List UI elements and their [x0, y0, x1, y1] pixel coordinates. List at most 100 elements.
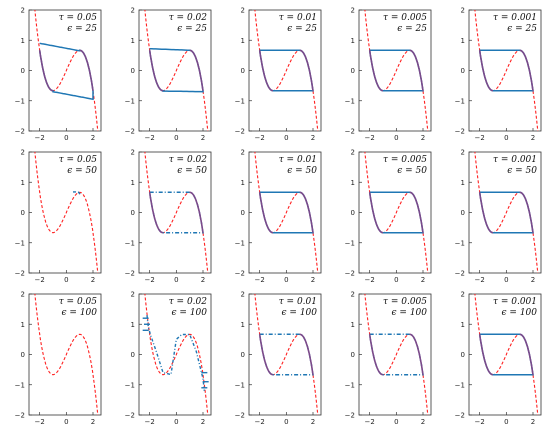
y-tick-label: 2: [461, 149, 465, 157]
cycle-branch-left: [258, 50, 274, 92]
x-tick-label: −2: [145, 418, 155, 426]
subplot-r2-c0: −2 −1 0 1 2 −2 0 2 τ = 0.05ϵ = 100: [15, 291, 102, 426]
tau-label: τ = 0.05: [59, 155, 98, 165]
x-tick-label: −2: [475, 134, 485, 142]
y-tick-label: −2: [345, 412, 355, 420]
y-tick-label: −2: [345, 128, 355, 136]
y-tick-label: 1: [131, 37, 135, 45]
y-tick-label: −2: [125, 270, 135, 278]
y-tick-label: 1: [461, 321, 465, 329]
epsilon-label: ϵ = 25: [287, 24, 317, 34]
y-tick-label: 2: [241, 149, 245, 157]
cycle-branch-right: [409, 49, 424, 91]
y-tick-label: −1: [15, 97, 25, 105]
cycle-branch-right: [409, 333, 424, 375]
x-tick-label: 2: [531, 418, 535, 426]
epsilon-label: ϵ = 50: [507, 166, 537, 176]
cycle-branch-right: [299, 191, 314, 233]
cycle-branch-left: [148, 192, 164, 234]
x-tick-label: −2: [475, 418, 485, 426]
subplot-r0-c0: −2 −1 0 1 2 −2 0 2 τ = 0.05ϵ = 25: [15, 7, 102, 142]
cycle-branch-left: [258, 192, 274, 234]
y-tick-label: −1: [345, 381, 355, 389]
x-tick-label: −2: [35, 276, 45, 284]
y-tick-label: 1: [21, 179, 25, 187]
y-tick-label: −2: [125, 412, 135, 420]
y-tick-label: 2: [131, 149, 135, 157]
cycle-branch-left: [148, 50, 164, 92]
x-tick-label: 2: [91, 418, 95, 426]
epsilon-label: ϵ = 100: [392, 308, 428, 318]
y-tick-label: 2: [131, 291, 135, 299]
y-tick-label: −1: [15, 239, 25, 247]
tau-label: τ = 0.005: [383, 13, 427, 23]
cycle-branch-right: [519, 49, 534, 91]
x-tick-label: 0: [394, 134, 398, 142]
y-tick-label: 2: [351, 291, 355, 299]
x-tick-label: −2: [145, 276, 155, 284]
y-tick-label: −1: [235, 97, 245, 105]
y-tick-label: 2: [241, 291, 245, 299]
tau-label: τ = 0.02: [169, 297, 208, 307]
trajectory-fragment: [73, 191, 81, 195]
cycle-branch-left: [368, 334, 384, 376]
x-tick-label: 2: [421, 276, 425, 284]
epsilon-label: ϵ = 50: [397, 166, 427, 176]
y-tick-label: −2: [235, 128, 245, 136]
epsilon-label: ϵ = 25: [397, 24, 427, 34]
tau-label: τ = 0.01: [279, 155, 317, 165]
y-tick-label: −2: [15, 412, 25, 420]
y-tick-label: 1: [241, 179, 245, 187]
epsilon-label: ϵ = 100: [282, 308, 318, 318]
tau-label: τ = 0.005: [383, 297, 427, 307]
x-tick-label: 2: [201, 418, 205, 426]
cubic-nullcline: [474, 294, 539, 415]
x-tick-label: −2: [255, 276, 265, 284]
y-tick-label: 0: [21, 209, 25, 217]
cycle-branch-right: [519, 191, 534, 233]
x-tick-label: 0: [504, 418, 508, 426]
y-tick-label: 2: [131, 7, 135, 15]
x-tick-label: 2: [201, 276, 205, 284]
y-tick-label: 0: [461, 67, 465, 75]
y-tick-label: 2: [351, 7, 355, 15]
y-tick-label: 0: [131, 67, 135, 75]
y-tick-label: 2: [21, 149, 25, 157]
tau-label: τ = 0.05: [59, 297, 98, 307]
x-tick-label: −2: [365, 418, 375, 426]
y-tick-label: −1: [345, 97, 355, 105]
y-tick-label: 0: [21, 67, 25, 75]
cycle-branch-right: [519, 333, 534, 375]
x-tick-label: 0: [394, 418, 398, 426]
cycle-branch-left: [38, 50, 54, 92]
cubic-nullcline: [364, 294, 429, 415]
tau-label: τ = 0.02: [169, 155, 208, 165]
x-tick-label: 0: [284, 276, 288, 284]
tau-label: τ = 0.01: [279, 13, 317, 23]
cubic-nullcline: [34, 294, 99, 415]
x-tick-label: 0: [504, 276, 508, 284]
y-tick-label: 0: [241, 209, 245, 217]
epsilon-label: ϵ = 25: [67, 24, 97, 34]
y-tick-label: −1: [125, 97, 135, 105]
epsilon-label: ϵ = 50: [287, 166, 317, 176]
cycle-branch-right: [79, 49, 94, 91]
y-tick-label: −1: [235, 239, 245, 247]
x-tick-label: 2: [421, 418, 425, 426]
x-tick-label: 0: [504, 134, 508, 142]
x-tick-label: −2: [475, 276, 485, 284]
y-tick-label: 0: [131, 209, 135, 217]
tau-label: τ = 0.02: [169, 13, 208, 23]
y-tick-label: 1: [131, 321, 135, 329]
cycle-branch-left: [368, 192, 384, 234]
y-tick-label: 0: [351, 67, 355, 75]
cubic-nullcline: [34, 152, 99, 273]
y-tick-label: −2: [455, 128, 465, 136]
x-tick-label: 2: [91, 134, 95, 142]
y-tick-label: 1: [351, 321, 355, 329]
x-tick-label: 0: [64, 418, 68, 426]
y-tick-label: −2: [235, 270, 245, 278]
